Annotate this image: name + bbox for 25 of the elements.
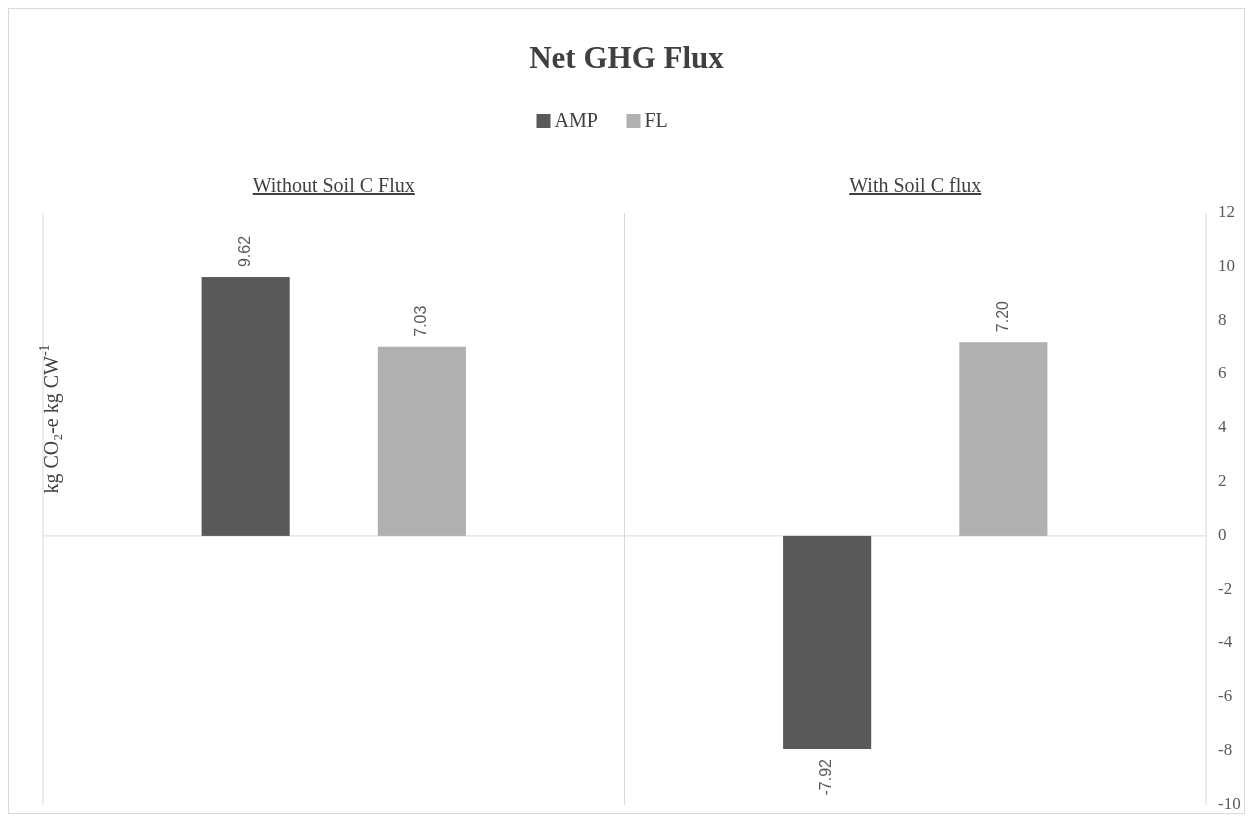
y-tick-label: 6 [1218, 363, 1227, 383]
y-tick-label: 0 [1218, 524, 1227, 544]
data-label: 9.62 [235, 235, 253, 268]
y-tick-label: -8 [1218, 740, 1233, 760]
legend-label: FL [644, 109, 668, 131]
y-tick-label: 2 [1218, 471, 1227, 490]
bar [377, 346, 466, 536]
bar [201, 277, 290, 536]
data-label: -7.92 [817, 758, 835, 796]
y-tick-label: -4 [1218, 632, 1233, 652]
y-tick-label: 12 [1218, 201, 1235, 221]
chart-title: Net GHG Flux [529, 40, 725, 75]
x-tick-label: Without Soil C Flux [252, 174, 415, 196]
y-tick-label: 10 [1218, 255, 1235, 275]
y-tick-label: 8 [1218, 309, 1227, 329]
y-tick-label: -2 [1218, 578, 1233, 598]
data-label: 7.03 [412, 305, 430, 337]
bar [959, 342, 1048, 536]
bar [783, 535, 872, 750]
y-tick-label: -6 [1218, 686, 1233, 706]
y-tick-label: 4 [1218, 417, 1227, 437]
x-tick-label: With Soil C flux [849, 174, 982, 196]
legend-label: AMP [554, 109, 598, 131]
y-tick-label: -10 [1218, 793, 1241, 813]
data-label: 7.20 [993, 300, 1011, 333]
